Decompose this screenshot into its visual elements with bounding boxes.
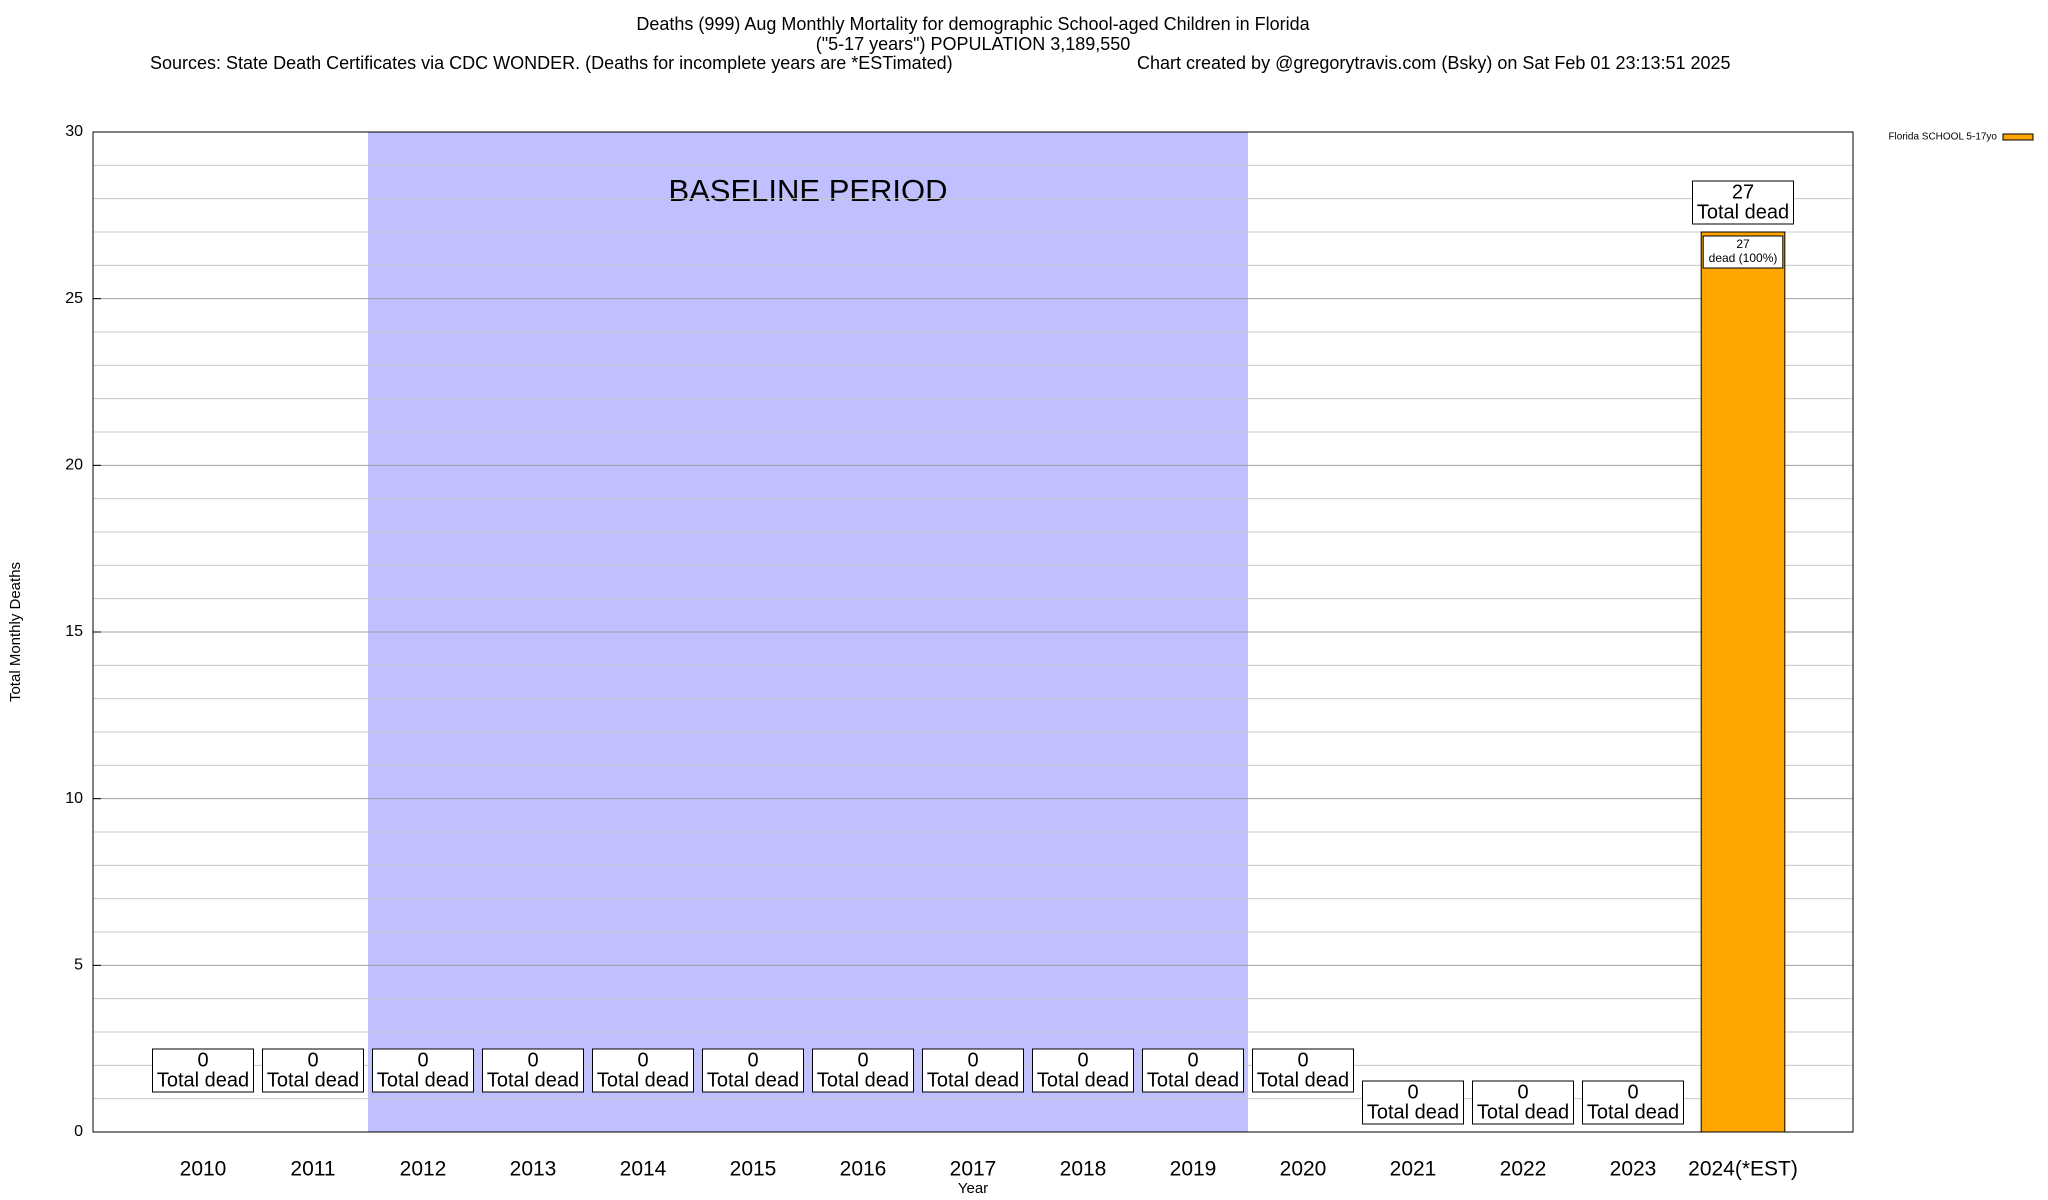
y-tick-label: 15 (65, 623, 83, 640)
total-label: Total dead (157, 1069, 249, 1091)
x-tick-label: 2023 (1610, 1158, 1657, 1181)
label-box (702, 1048, 804, 1093)
x-axis-label: Year (958, 1180, 988, 1197)
value-label: 0 (1077, 1049, 1088, 1071)
value-label: 0 (857, 1049, 868, 1071)
y-tick-label: 30 (65, 123, 83, 140)
y-tick-label: 10 (65, 790, 83, 807)
total-label: Total dead (1477, 1101, 1569, 1123)
value-label: 0 (197, 1049, 208, 1071)
total-label: Total dead (1257, 1069, 1349, 1091)
label-box (922, 1048, 1024, 1093)
label-box (1252, 1048, 1354, 1093)
value-label: 0 (1517, 1081, 1528, 1103)
label-box (1142, 1048, 1244, 1093)
label-box (1582, 1080, 1684, 1125)
x-tick-label: 2012 (400, 1158, 447, 1181)
total-label: Total dead (267, 1069, 359, 1091)
total-label: Total dead (487, 1069, 579, 1091)
plot-frame (92, 131, 1854, 1133)
total-label: Total dead (1037, 1069, 1129, 1091)
label-box (1362, 1080, 1464, 1125)
x-tick-label: 2010 (180, 1158, 227, 1181)
total-label: Total dead (707, 1069, 799, 1091)
y-axis-label: Total Monthly Deaths (7, 562, 24, 702)
x-tick-label: 2022 (1500, 1158, 1547, 1181)
span-label: BASELINE PERIOD (668, 173, 947, 208)
legend-swatch (2002, 133, 2034, 141)
value-label: 0 (1407, 1081, 1418, 1103)
x-tick-label: 2020 (1280, 1158, 1327, 1181)
value-label: 0 (307, 1049, 318, 1071)
label-box (482, 1048, 584, 1093)
x-tick-label: 2018 (1060, 1158, 1107, 1181)
chart-subtitle: ("5-17 years") POPULATION 3,189,550 (816, 34, 1131, 54)
total-label: Total dead (597, 1069, 689, 1091)
label-box (1692, 180, 1794, 225)
x-tick-label: 2017 (950, 1158, 997, 1181)
label-box (592, 1048, 694, 1093)
inner-value-label: 27 (1736, 237, 1750, 251)
x-tick-label: 2021 (1390, 1158, 1437, 1181)
value-label: 0 (637, 1049, 648, 1071)
y-tick-label: 20 (65, 457, 83, 474)
value-label: 0 (1187, 1049, 1198, 1071)
chart-title: Deaths (999) Aug Monthly Mortality for d… (636, 14, 1310, 34)
total-label: Total dead (1587, 1101, 1679, 1123)
y-tick-label: 5 (74, 957, 83, 974)
total-label: Total dead (817, 1069, 909, 1091)
value-label: 0 (747, 1049, 758, 1071)
x-tick-label: 2016 (840, 1158, 887, 1181)
value-label: 0 (1297, 1049, 1308, 1071)
total-label: Total dead (1367, 1101, 1459, 1123)
value-label: 0 (967, 1049, 978, 1071)
x-tick-label: 2019 (1170, 1158, 1217, 1181)
inner-label-box (1702, 235, 1784, 269)
label-box (812, 1048, 914, 1093)
x-tick-label: 2014 (620, 1158, 667, 1181)
total-label: Total dead (1697, 201, 1789, 223)
label-box (372, 1048, 474, 1093)
legend-label: Florida SCHOOL 5-17yo (1888, 132, 1997, 143)
value-label: 0 (1627, 1081, 1638, 1103)
total-label: Total dead (1147, 1069, 1239, 1091)
label-box (262, 1048, 364, 1093)
sources: Sources: State Death Certificates via CD… (150, 53, 953, 73)
y-tick-label: 25 (65, 290, 83, 307)
credit: Chart created by @gregorytravis.com (Bsk… (1137, 53, 1731, 73)
total-label: Total dead (927, 1069, 1019, 1091)
value-label: 0 (527, 1049, 538, 1071)
label-box (1472, 1080, 1574, 1125)
value-label: 27 (1732, 181, 1754, 203)
label-box (152, 1048, 254, 1093)
x-tick-label: 2013 (510, 1158, 557, 1181)
x-tick-label: 2015 (730, 1158, 777, 1181)
total-label: Total dead (377, 1069, 469, 1091)
x-tick-label: 2011 (290, 1158, 335, 1181)
y-tick-label: 0 (74, 1123, 83, 1140)
value-label: 0 (417, 1049, 428, 1071)
inner-label: dead (100%) (1709, 251, 1778, 265)
label-box (1032, 1048, 1134, 1093)
x-tick-label: 2024(*EST) (1688, 1158, 1798, 1181)
bar (1700, 231, 1786, 1133)
